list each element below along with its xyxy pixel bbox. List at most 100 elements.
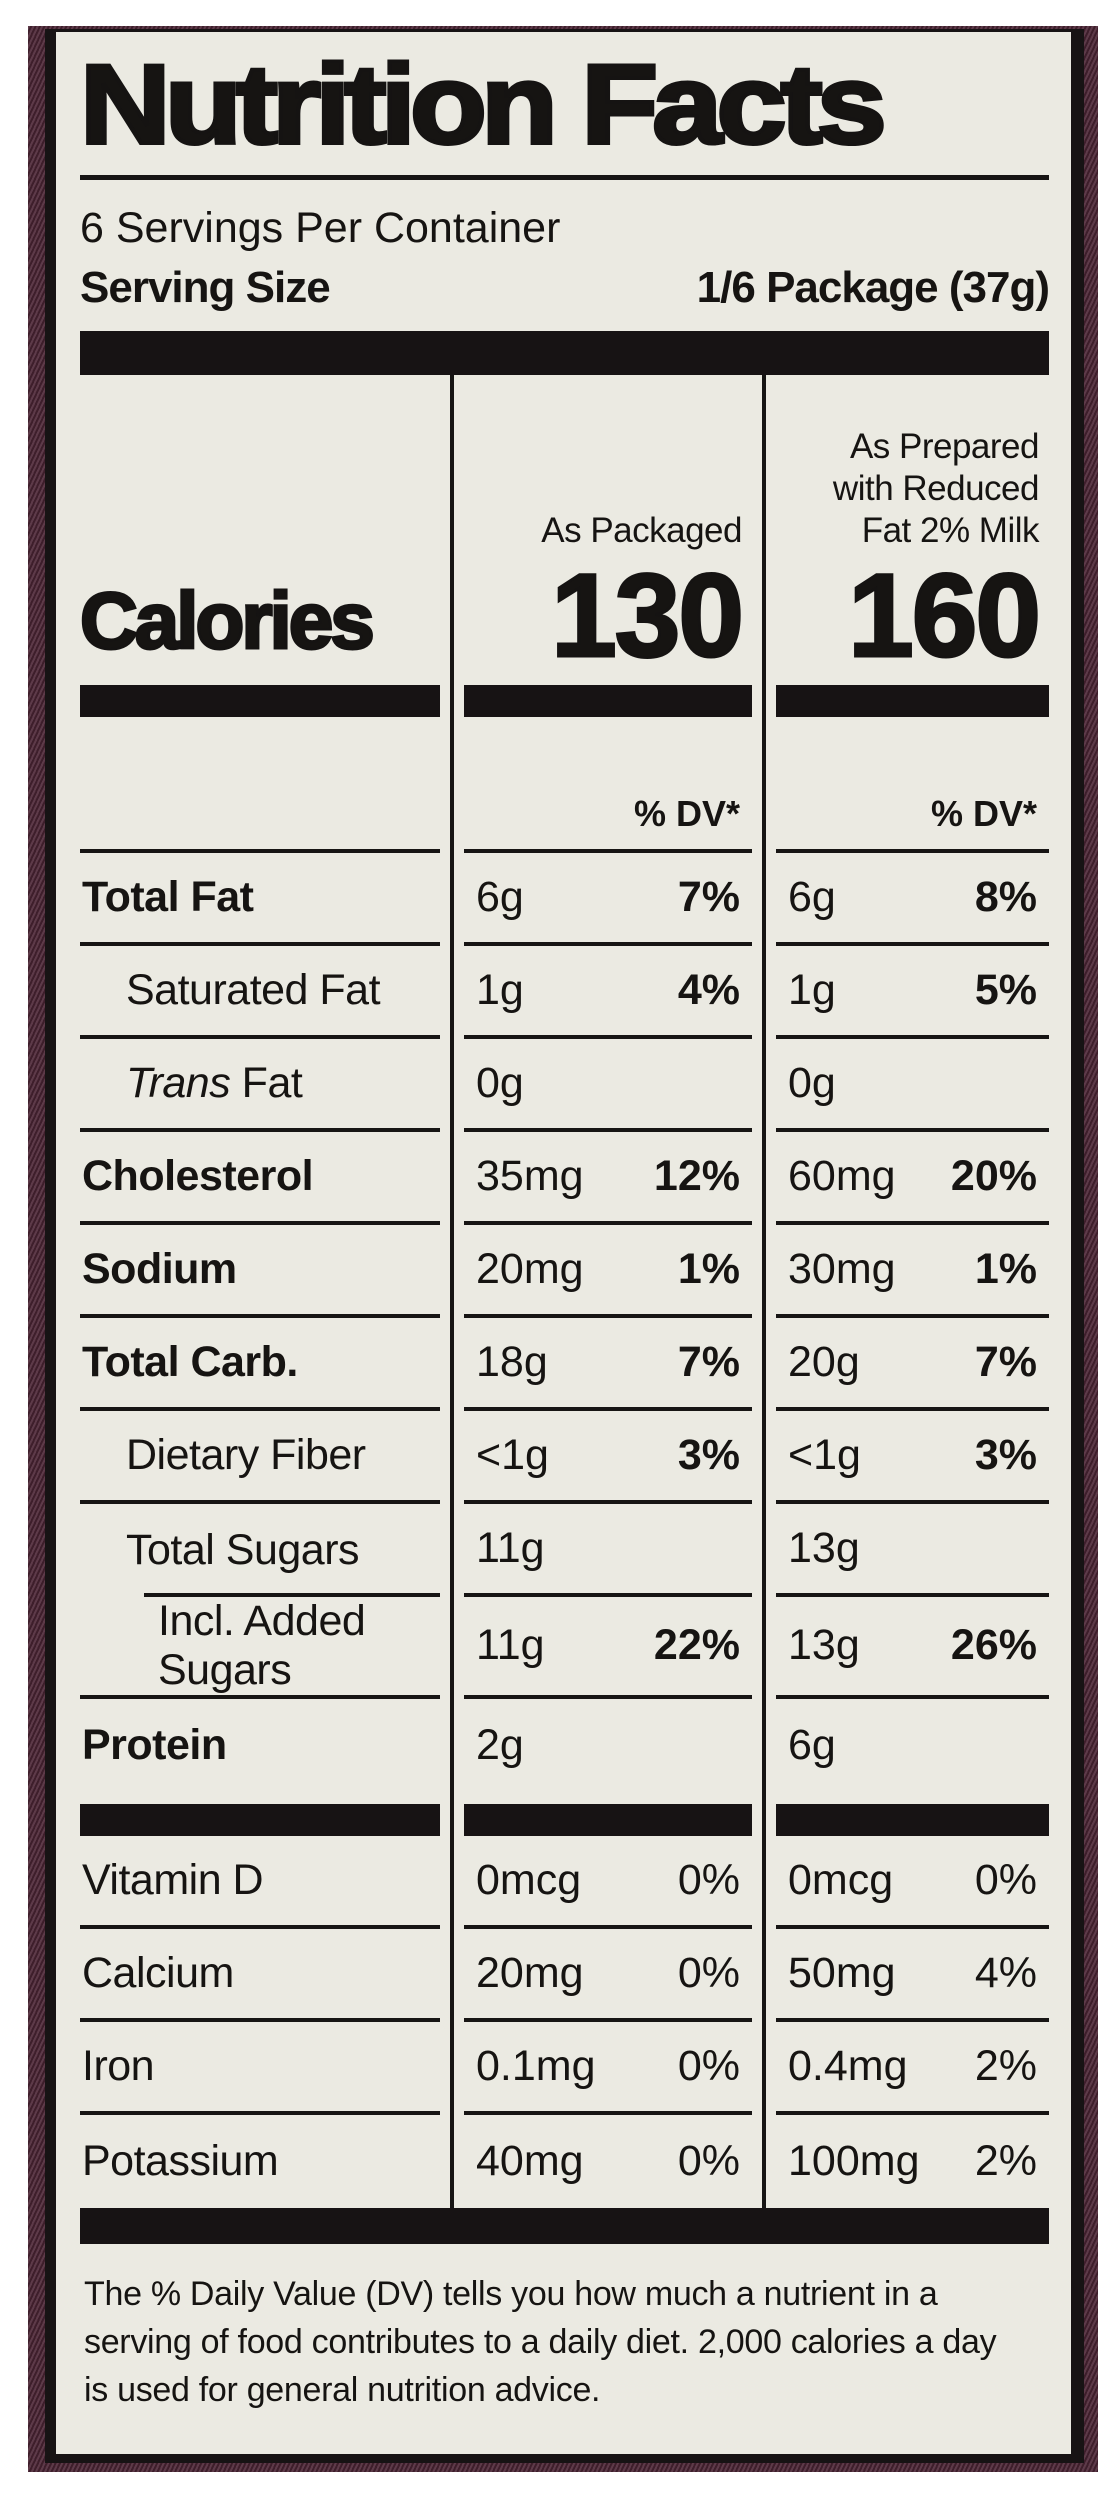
packaged-value-cell: 40mg 0%	[464, 2115, 752, 2208]
servings-per-container: 6 Servings Per Container	[80, 203, 561, 252]
dv-header-prepared-cell: % DV*	[776, 717, 1049, 853]
as-prepared-header: As Prepared with Reduced Fat 2% Milk	[833, 426, 1040, 552]
packaged-amount: 35mg	[476, 1151, 584, 1200]
prepared-value-cell: <1g 3%	[776, 1411, 1049, 1504]
nutrient-label: Incl. Added Sugars	[158, 1596, 366, 1694]
prepared-dv: 0%	[974, 1855, 1037, 1904]
packaged-value-cell: 35mg 12%	[464, 1132, 752, 1225]
packaged-amount: 0g	[476, 1058, 524, 1107]
nutrient-label-cell: Total Sugars	[80, 1503, 440, 1597]
dv-header-packaged-cell: % DV*	[464, 717, 752, 853]
separator-bar-segment	[776, 1803, 1049, 1836]
nutrient-label: Total Carb.	[82, 1337, 298, 1386]
nutrient-label-cell: Total Carb.	[80, 1318, 440, 1411]
nutrient-label-cell: Incl. Added Sugars	[80, 1597, 440, 1699]
nutrient-row: Sodium 20mg 1% 30mg 1%	[80, 1225, 1049, 1318]
nutrient-row: Calcium 20mg 0% 50mg 4%	[80, 1929, 1049, 2022]
packaged-dv: 22%	[653, 1621, 740, 1670]
serving-size-value: 1/6 Package (37g)	[696, 262, 1050, 312]
prepared-value-cell: 13g	[776, 1504, 1049, 1597]
packaged-amount: <1g	[476, 1430, 549, 1479]
prepared-amount: 0.4mg	[788, 2041, 908, 2090]
prepared-value-cell: 20g 7%	[776, 1318, 1049, 1411]
packaged-dv: 4%	[677, 965, 740, 1014]
footer-separator-bar	[80, 2207, 1049, 2244]
separator-bar-segment	[80, 684, 440, 717]
packaged-amount: 6g	[476, 872, 524, 921]
prepared-amount: 6g	[788, 1720, 836, 1769]
prepared-dv: 1%	[974, 1244, 1037, 1293]
prepared-dv: 5%	[974, 965, 1037, 1014]
nutrient-label-cell: Protein	[80, 1699, 440, 1792]
nutrient-label: Cholesterol	[82, 1151, 314, 1200]
prepared-dv: 7%	[974, 1337, 1037, 1386]
prepared-value-cell: 6g 8%	[776, 853, 1049, 946]
micronutrient-rows: Vitamin D 0mcg 0% 0mcg 0% Calcium 20mg 0…	[80, 1836, 1049, 2208]
packaged-value-cell: 0.1mg 0%	[464, 2022, 752, 2115]
nutrient-label-cell: Total Fat	[80, 853, 440, 946]
calories-label: Calories	[79, 574, 377, 666]
dv-header-packaged: % DV*	[633, 792, 740, 834]
nutrient-rows: Total Fat 6g 7% 6g 8% Saturated Fat 1g 4…	[80, 853, 1049, 1792]
nutrient-label-cell: Calcium	[80, 1929, 440, 2022]
packaged-dv: 7%	[677, 872, 740, 921]
nutrient-row: Trans Fat 0g 0g	[80, 1039, 1049, 1132]
packaged-value-cell: 2g	[464, 1699, 752, 1792]
nutrient-label: Calcium	[82, 1948, 234, 1997]
prepared-value-cell: 1g 5%	[776, 946, 1049, 1039]
nutrient-row: Potassium 40mg 0% 100mg 2%	[80, 2115, 1049, 2208]
dv-header-prepared: % DV*	[930, 792, 1037, 834]
nutrient-label: Saturated Fat	[126, 965, 381, 1014]
nutrient-label: Protein	[82, 1720, 227, 1769]
column-divider-1	[450, 374, 454, 2208]
packaged-value-cell: 0mcg 0%	[464, 1836, 752, 1929]
prepared-value-cell: 0g	[776, 1039, 1049, 1132]
prepared-value-cell: 0.4mg 2%	[776, 2022, 1049, 2115]
packaged-dv: 12%	[653, 1151, 740, 1200]
packaged-amount: 20mg	[476, 1948, 584, 1997]
nutrient-row: Total Fat 6g 7% 6g 8%	[80, 853, 1049, 946]
nutrient-label: Iron	[82, 2041, 155, 2090]
as-prepared-header-line3: Fat 2% Milk	[861, 511, 1040, 551]
prepared-dv: 2%	[974, 2136, 1037, 2185]
nutrient-row: Saturated Fat 1g 4% 1g 5%	[80, 946, 1049, 1039]
nutrient-label: Potassium	[82, 2136, 279, 2185]
package-border: Nutrition Facts 6 Servings Per Container…	[28, 26, 1098, 2472]
packaged-dv: 0%	[677, 2041, 740, 2090]
separator-bar-segment	[464, 684, 752, 717]
nutrient-label: Vitamin D	[82, 1855, 264, 1904]
nutrient-row: Dietary Fiber <1g 3% <1g 3%	[80, 1411, 1049, 1504]
nutrient-label: Total Fat	[82, 872, 254, 921]
prepared-value-cell: 6g	[776, 1699, 1049, 1792]
prepared-amount: 50mg	[788, 1948, 896, 1997]
nutrient-label-cell: Potassium	[80, 2115, 440, 2208]
nutrient-row: Protein 2g 6g	[80, 1699, 1049, 1792]
prepared-amount: 30mg	[788, 1244, 896, 1293]
separator-bar-segment	[776, 684, 1049, 717]
prepared-value-cell: 13g 26%	[776, 1597, 1049, 1699]
as-packaged-column-header-cell: As Packaged 130	[464, 375, 752, 676]
packaged-value-cell: 1g 4%	[464, 946, 752, 1039]
prepared-value-cell: 60mg 20%	[776, 1132, 1049, 1225]
nutrient-label-cell: Vitamin D	[80, 1836, 440, 1929]
packaged-dv: 3%	[677, 1430, 740, 1479]
prepared-dv: 2%	[974, 2041, 1037, 2090]
nutrient-label: Total Sugars	[126, 1525, 360, 1574]
packaged-amount: 11g	[476, 1523, 545, 1572]
prepared-value-cell: 100mg 2%	[776, 2115, 1049, 2208]
nutrient-label: Dietary Fiber	[126, 1430, 366, 1479]
prepared-amount: 60mg	[788, 1151, 896, 1200]
prepared-dv: 8%	[974, 872, 1037, 921]
nutrient-label: Sodium	[82, 1244, 237, 1293]
packaged-amount: 20mg	[476, 1244, 584, 1293]
nutrient-label-cell: Cholesterol	[80, 1132, 440, 1225]
nutrient-label-cell: Saturated Fat	[80, 946, 440, 1039]
serving-size-label: Serving Size	[80, 262, 331, 312]
prepared-amount: 13g	[788, 1523, 860, 1572]
prepared-dv: 4%	[974, 1948, 1037, 1997]
nutrient-row: Cholesterol 35mg 12% 60mg 20%	[80, 1132, 1049, 1225]
nutrient-row: Incl. Added Sugars 11g 22% 13g 26%	[80, 1597, 1049, 1699]
packaged-amount: 0.1mg	[476, 2041, 596, 2090]
nutrition-facts-label: Nutrition Facts 6 Servings Per Container…	[56, 32, 1071, 2454]
